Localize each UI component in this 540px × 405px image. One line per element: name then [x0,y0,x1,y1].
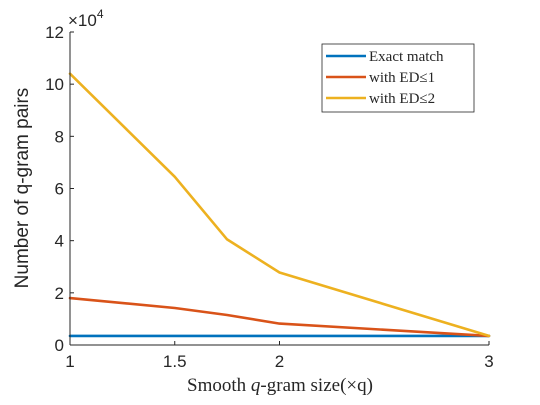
x-tick-label: 3 [484,352,493,371]
series-layer [68,72,491,338]
series-line-2 [68,296,491,338]
legend-label-1: Exact match [369,49,444,65]
y-axis-label: Number of q-gram pairs [12,88,33,289]
y-tick-label: 12 [45,23,64,42]
x-axis-label: Smooth q-gram size(×q) [187,375,373,396]
series-line-3 [68,72,491,338]
y-tick-label: 10 [45,75,64,94]
y-tick-label: 8 [55,127,64,146]
y-multiplier-label: ×104 [68,7,104,30]
x-ticks: 1 1.5 2 3 [65,341,494,371]
y-tick-label: 2 [55,284,64,303]
x-tick-label: 2 [275,352,284,371]
x-tick-label: 1 [65,352,74,371]
y-tick-label: 6 [55,180,64,199]
y-tick-label: 4 [55,232,64,251]
y-ticks: 0 2 4 6 8 10 12 [45,23,74,355]
legend-label-2: with ED≤1 [369,70,435,86]
y-tick-label: 0 [55,336,64,355]
x-tick-label: 1.5 [163,352,187,371]
legend: Exact match with ED≤1 with ED≤2 [321,43,475,113]
legend-label-3: with ED≤2 [369,91,435,107]
